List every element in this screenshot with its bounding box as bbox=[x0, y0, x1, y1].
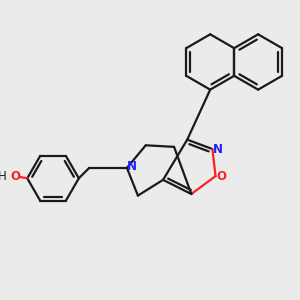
Text: N: N bbox=[127, 160, 137, 173]
Text: O: O bbox=[217, 169, 227, 183]
Text: H: H bbox=[0, 170, 7, 183]
Text: O: O bbox=[10, 170, 20, 183]
Text: N: N bbox=[213, 142, 223, 156]
